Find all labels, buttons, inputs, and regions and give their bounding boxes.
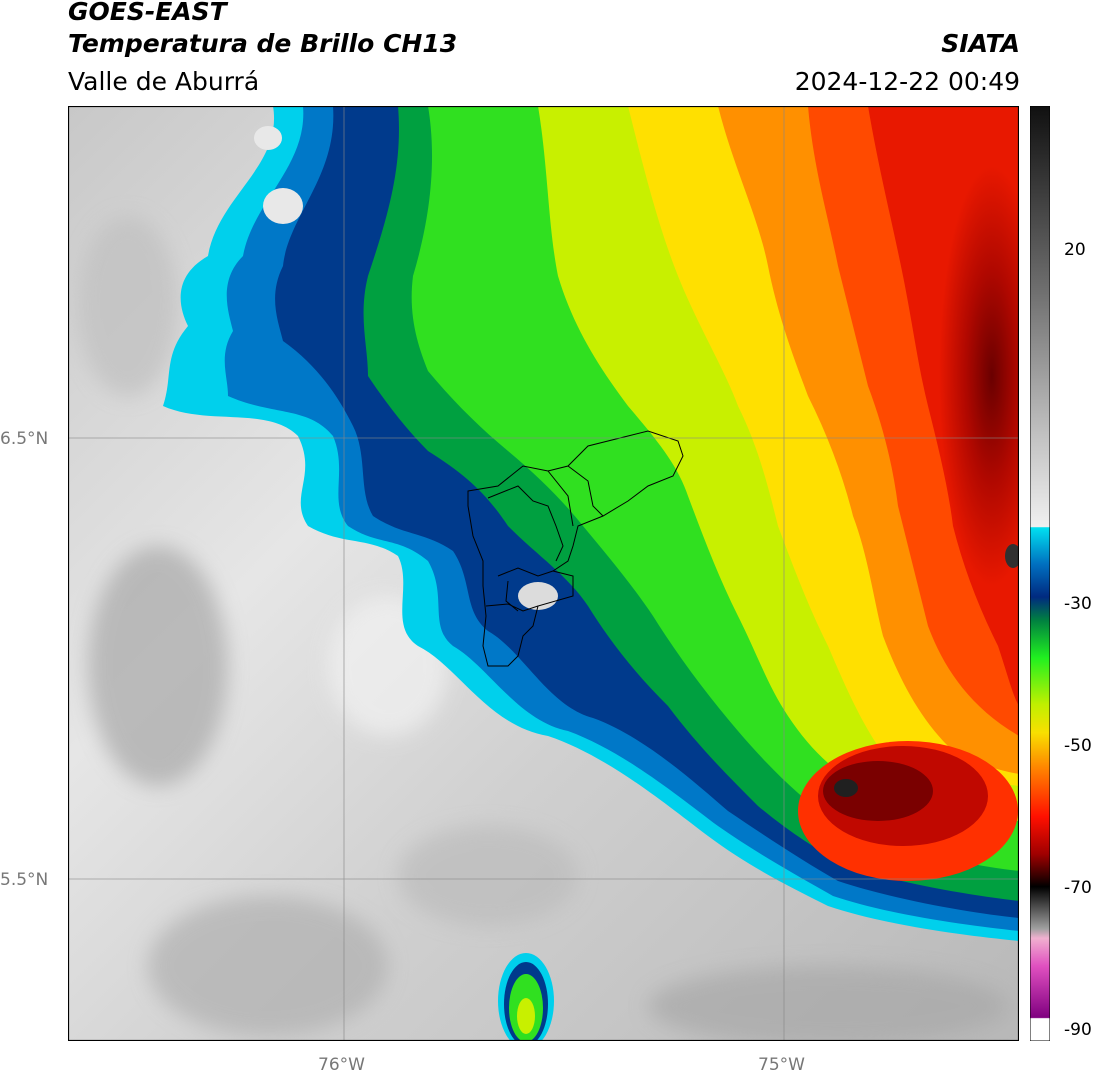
- gridlines: [68, 106, 1019, 1041]
- temperature-colorbar: [1030, 106, 1050, 1041]
- cold-cloud-shield: [163, 106, 1019, 1041]
- lat-label-6-5: 6.5°N: [0, 429, 49, 449]
- lon-label-75w: 75°W: [758, 1055, 805, 1075]
- brightness-temperature-map: [68, 106, 1019, 1041]
- lon-label-76w: 76°W: [318, 1055, 365, 1075]
- satellite-title: GOES-EAST: [68, 0, 227, 26]
- agency-label: SIATA: [941, 29, 1020, 58]
- lat-label-5-5: 5.5°N: [0, 870, 49, 890]
- colorbar-tick-minus90: -90: [1064, 1020, 1092, 1040]
- colorbar-tick-minus30: -30: [1064, 594, 1092, 614]
- product-title: Temperatura de Brillo CH13: [68, 29, 458, 58]
- valle-de-aburra-boundaries: [467, 430, 684, 667]
- colorbar-tick-minus70: -70: [1064, 878, 1092, 898]
- colorbar-tick-minus50: -50: [1064, 736, 1092, 756]
- region-label: Valle de Aburrá: [68, 67, 260, 96]
- datetime-label: 2024-12-22 00:49: [794, 67, 1020, 96]
- colorbar-tick-20: 20: [1064, 240, 1086, 260]
